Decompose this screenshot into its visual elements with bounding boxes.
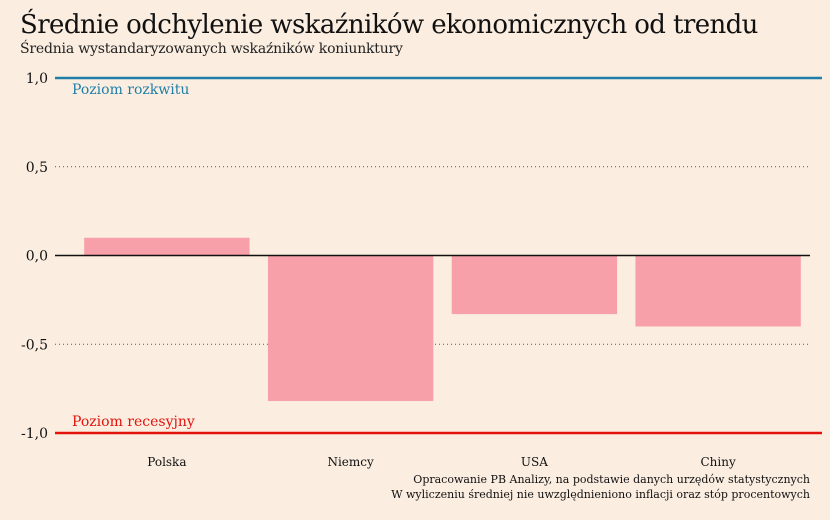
y-tick-label: 0,5 — [26, 160, 48, 176]
y-axis-ticks: 1,0 0,5 0,0 -0,5 -1,0 — [21, 71, 48, 442]
source-notes: Opracowanie PB Analizy, na podstawie dan… — [391, 472, 810, 502]
chart-subtitle: Średnia wystandaryzowanych wskaźników ko… — [20, 41, 403, 57]
x-category-label: USA — [521, 455, 548, 469]
y-tick-label: -1,0 — [21, 426, 48, 442]
bar-polska — [84, 237, 250, 256]
bar-chiny — [635, 255, 801, 327]
bars — [84, 237, 801, 402]
reference-lines: Poziom rozkwitu Poziom recesyjny — [55, 76, 822, 435]
y-tick-label: -0,5 — [21, 337, 48, 353]
methodology-note: W wyliczeniu średniej nie uwzględnienion… — [391, 488, 810, 501]
x-category-label: Polska — [147, 455, 186, 469]
chart-title: Średnie odchylenie wskaźników ekonomiczn… — [20, 10, 758, 40]
bar-niemcy — [267, 255, 434, 402]
x-axis-categories: Polska Niemcy USA Chiny — [147, 455, 736, 469]
bar-usa — [451, 255, 618, 315]
reference-line-label: Poziom rozkwitu — [72, 82, 189, 98]
x-category-label: Niemcy — [327, 455, 374, 469]
y-tick-label: 0,0 — [26, 249, 48, 265]
reference-line-label: Poziom recesyjny — [72, 414, 195, 430]
y-tick-label: 1,0 — [26, 71, 48, 87]
source-note: Opracowanie PB Analizy, na podstawie dan… — [413, 473, 810, 486]
x-category-label: Chiny — [700, 455, 735, 469]
